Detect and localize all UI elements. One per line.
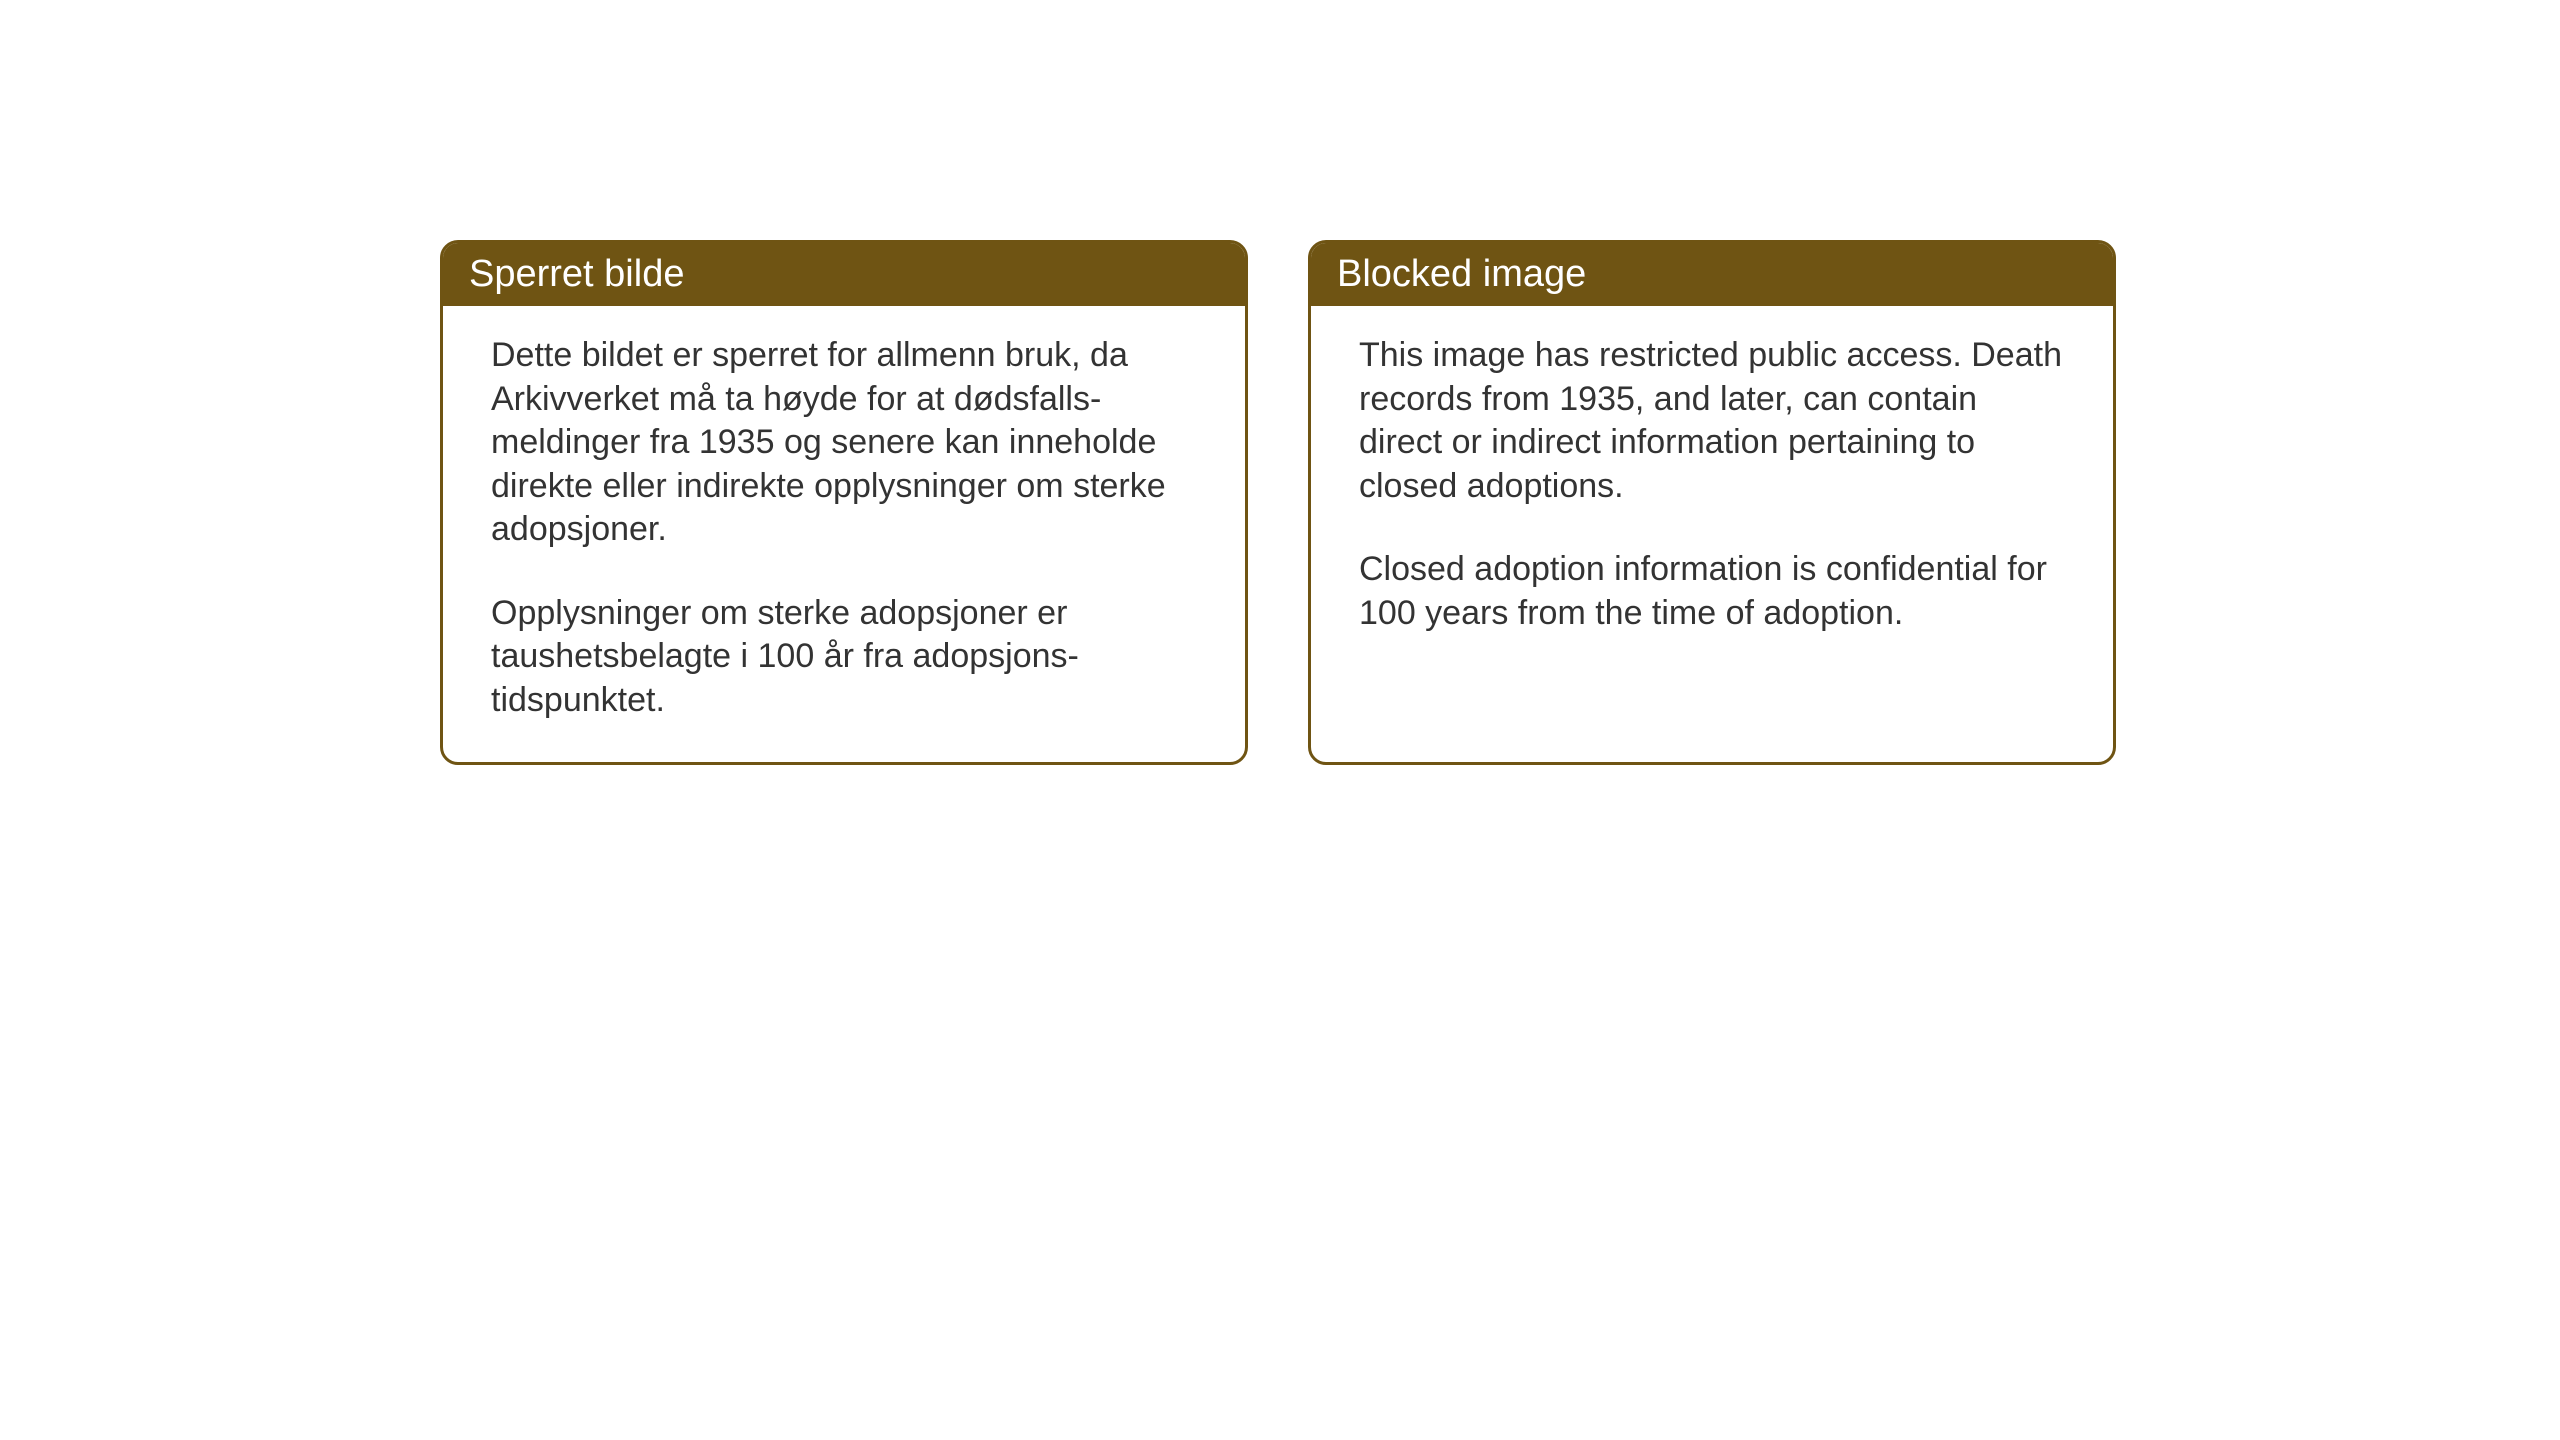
notice-body-english: This image has restricted public access.… [1311, 306, 2113, 675]
notice-title-norwegian: Sperret bilde [469, 253, 684, 295]
notice-body-norwegian: Dette bildet er sperret for allmenn bruk… [443, 306, 1245, 762]
notice-container: Sperret bilde Dette bildet er sperret fo… [440, 240, 2116, 765]
notice-header-norwegian: Sperret bilde [443, 243, 1245, 306]
notice-paragraph1-english: This image has restricted public access.… [1359, 334, 2065, 508]
notice-box-norwegian: Sperret bilde Dette bildet er sperret fo… [440, 240, 1248, 765]
notice-paragraph1-norwegian: Dette bildet er sperret for allmenn bruk… [491, 334, 1197, 552]
notice-box-english: Blocked image This image has restricted … [1308, 240, 2116, 765]
notice-paragraph2-norwegian: Opplysninger om sterke adopsjoner er tau… [491, 592, 1197, 723]
notice-paragraph2-english: Closed adoption information is confident… [1359, 548, 2065, 635]
notice-header-english: Blocked image [1311, 243, 2113, 306]
notice-title-english: Blocked image [1337, 253, 1586, 295]
